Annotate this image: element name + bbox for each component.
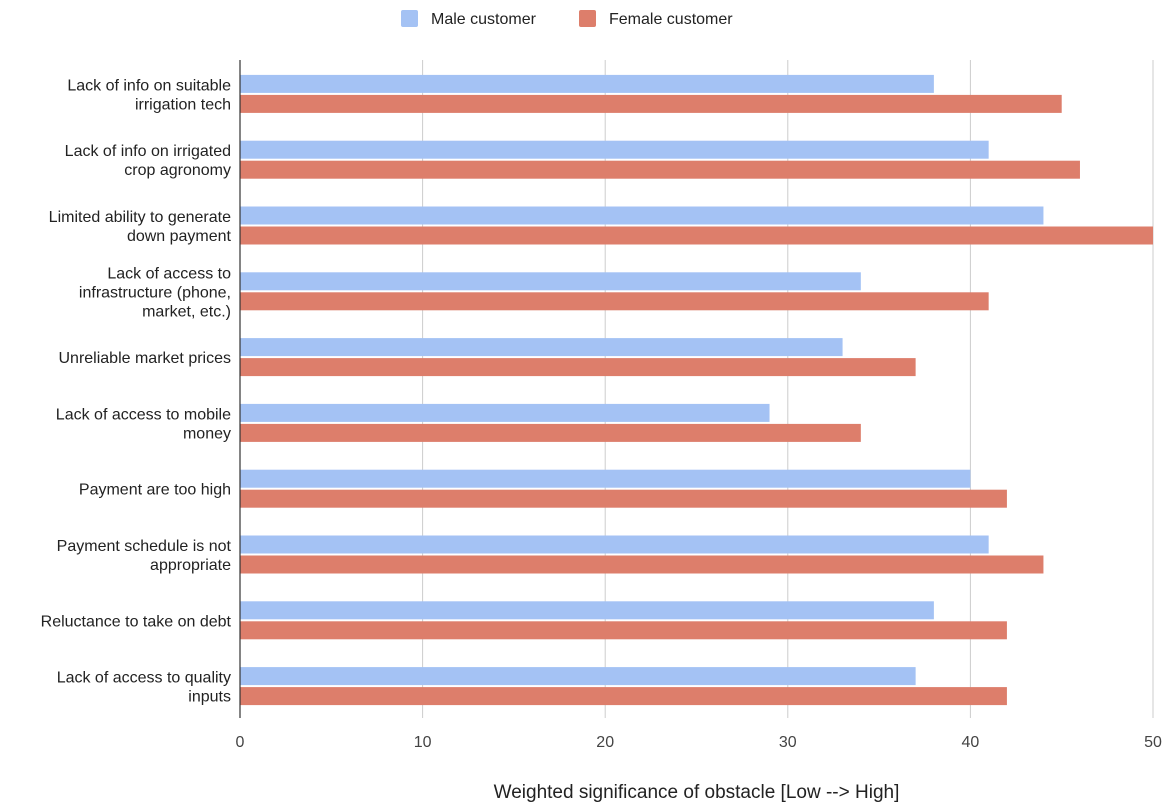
bar-female-customer [240,292,989,311]
bar-female-customer [240,358,916,377]
bar-male-customer [240,667,916,686]
x-tick-labels: 0 10 20 30 40 50 [236,734,1162,751]
x-tick-label: 10 [414,734,432,751]
bar-female-customer [240,621,1007,640]
category-labels: Lack of info on suitable irrigation tech L… [41,77,232,705]
bar-male-customer [240,74,934,93]
x-tick-label: 0 [236,734,245,751]
bar-male-customer [240,206,1044,225]
legend-swatch [401,10,418,27]
bar-male-customer [240,272,861,291]
category-label: Lack of info on irrigated crop agronomy [65,143,231,179]
legend: Male customer Female customer [401,10,733,28]
legend-swatch [579,10,596,27]
bar-female-customer [240,94,1062,113]
bar-male-customer [240,469,971,488]
bar-male-customer [240,403,770,422]
bars [240,74,1153,706]
category-label: Lack of info on suitable irrigation tech [67,77,231,113]
category-label: Limited ability to generate down payment [49,209,232,245]
bar-female-customer [240,489,1007,508]
x-tick-label: 40 [962,734,980,751]
legend-label: Female customer [609,11,733,28]
x-tick-label: 20 [596,734,614,751]
category-label: Lack of access to mobile money [56,406,231,442]
category-label: Unreliable market prices [58,350,231,367]
bar-female-customer [240,160,1080,179]
bar-female-customer [240,423,861,442]
x-tick-label: 30 [779,734,797,751]
bar-female-customer [240,555,1044,574]
x-axis-title: Weighted significance of obstacle [Low -… [494,782,900,803]
bar-male-customer [240,338,843,357]
bar-male-customer [240,535,989,554]
category-label: Payment are too high [79,482,231,499]
bar-male-customer [240,140,989,159]
category-label: Lack of access to infrastructure (phone, m… [79,265,231,320]
x-tick-label: 50 [1144,734,1162,751]
category-label: Reluctance to take on debt [41,613,232,630]
category-label: Payment schedule is not appropriate [57,538,232,574]
bar-female-customer [240,687,1007,706]
bar-male-customer [240,601,934,620]
category-label: Lack of access to quality inputs [57,670,231,706]
legend-label: Male customer [431,11,537,28]
bar-female-customer [240,226,1153,245]
